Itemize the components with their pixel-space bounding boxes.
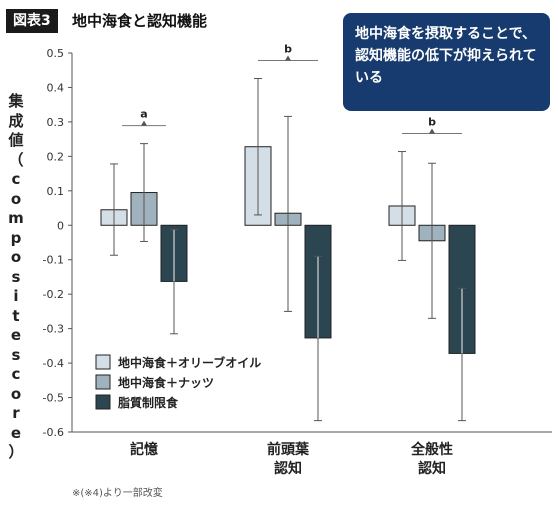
figure-badge: 図表3: [6, 9, 58, 33]
y-axis-label-char: m: [8, 209, 24, 227]
y-axis-label-char: e: [10, 423, 22, 442]
y-tick-label: 0: [57, 219, 64, 232]
category-label-line2: 認知: [274, 460, 302, 477]
legend-label: 地中海食＋オリーブオイル: [118, 355, 261, 370]
y-axis-label-char: i: [13, 287, 19, 305]
legend-swatch: [95, 394, 111, 410]
y-tick-label: 0.3: [47, 116, 65, 129]
y-axis-label: 集成値（c o m p o s i t e s c o r e）: [2, 92, 30, 463]
y-axis-label-char: ）: [8, 443, 24, 461]
y-tick-label: -0.2: [43, 288, 64, 301]
y-tick-label: -0.1: [43, 254, 64, 267]
significance-label: b: [284, 42, 292, 55]
y-axis-label-char: （: [8, 150, 24, 169]
significance-marker: [429, 128, 435, 134]
source-note: ※(※4)より一部改変: [72, 488, 163, 499]
y-tick-label: -0.6: [43, 426, 64, 439]
y-axis-label-char: o: [10, 248, 22, 266]
callout-box: 地中海食を摂取することで、認知機能の低下が抑えられている: [343, 13, 550, 111]
significance-marker: [285, 55, 291, 61]
y-axis-label-char: o: [10, 189, 22, 208]
legend-label: 地中海食＋ナッツ: [118, 375, 214, 390]
y-axis-label-char: e: [10, 326, 22, 344]
y-tick-label: 0.4: [47, 81, 65, 94]
category-label: 記憶: [130, 441, 158, 458]
category-label: 前頭葉: [267, 441, 310, 458]
legend-swatch: [95, 354, 111, 370]
y-tick-label: 0.1: [47, 185, 65, 198]
significance-marker: [141, 120, 147, 126]
y-tick-label: -0.3: [43, 323, 64, 336]
y-axis-label-char: 値: [8, 131, 24, 149]
y-axis-label-char: o: [10, 384, 22, 403]
y-axis-label-char: 集: [8, 92, 24, 110]
significance-label: a: [140, 108, 147, 121]
legend-swatch: [95, 374, 111, 390]
category-label: 全般性: [410, 441, 453, 458]
figure-title: 地中海食と認知機能: [72, 12, 208, 30]
category-label-line2: 認知: [418, 460, 446, 477]
y-axis-label-char: 成: [8, 111, 24, 130]
legend-label: 脂質制限食: [117, 395, 179, 410]
y-axis-label-char: r: [12, 404, 20, 422]
y-axis-label-char: t: [12, 306, 20, 325]
y-tick-label: -0.5: [43, 392, 64, 405]
y-axis-label-char: s: [11, 345, 21, 364]
y-tick-label: 0.2: [47, 150, 65, 163]
y-tick-label: -0.4: [43, 357, 64, 370]
y-axis-label-char: c: [11, 365, 21, 383]
significance-label: b: [428, 116, 436, 129]
y-tick-label: 0.5: [47, 47, 65, 60]
y-axis-label-char: p: [10, 228, 22, 247]
y-axis-label-char: s: [11, 267, 21, 286]
y-axis-label-char: c: [11, 170, 21, 188]
